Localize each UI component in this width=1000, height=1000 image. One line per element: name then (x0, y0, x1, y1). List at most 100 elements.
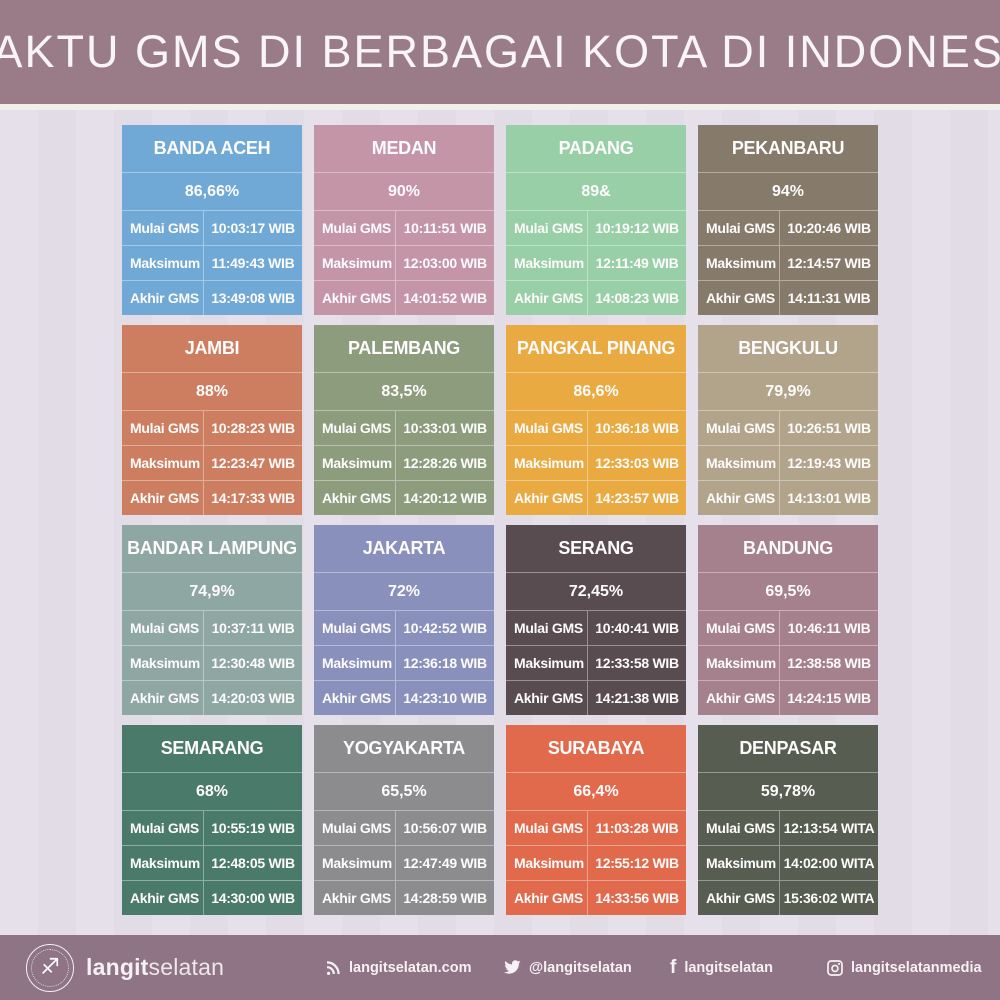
city-name: BANDAR LAMPUNG (122, 525, 302, 573)
akhir-gms-row: Akhir GMS 14:20:12 WIB (314, 481, 494, 515)
akhir-gms-time: 14:24:15 WIB (787, 690, 871, 706)
city-card: JAMBI 88% Mulai GMS 10:28:23 WIB Maksimu… (122, 325, 302, 515)
maksimum-label: Maksimum (122, 446, 204, 480)
maksimum-row: Maksimum 12:19:43 WIB (698, 446, 878, 481)
mulai-gms-label: Mulai GMS (698, 811, 780, 845)
brand-wordmark-light: selatan (148, 954, 225, 980)
maksimum-time: 12:14:57 WIB (787, 255, 871, 271)
maksimum-row: Maksimum 11:49:43 WIB (122, 246, 302, 281)
mulai-gms-time: 10:46:11 WIB (787, 620, 871, 636)
mulai-gms-label: Mulai GMS (506, 611, 588, 645)
twitter-icon (503, 960, 521, 975)
city-grid: BANDA ACEH 86,66% Mulai GMS 10:03:17 WIB… (122, 125, 878, 915)
akhir-gms-time: 14:01:52 WIB (403, 290, 487, 306)
city-card: PEKANBARU 94% Mulai GMS 10:20:46 WIB Mak… (698, 125, 878, 315)
twitter-link[interactable]: @langitselatan (503, 935, 632, 1000)
mulai-gms-row: Mulai GMS 10:42:52 WIB (314, 611, 494, 646)
instagram-link-text: langitselatanmedia (851, 959, 982, 976)
mulai-gms-row: Mulai GMS 10:56:07 WIB (314, 811, 494, 846)
city-name: PANGKAL PINANG (506, 325, 686, 373)
website-link[interactable]: langitselatan.com (325, 935, 471, 1000)
akhir-gms-time: 14:33:56 WIB (595, 890, 679, 906)
maksimum-label: Maksimum (122, 246, 204, 280)
mulai-gms-row: Mulai GMS 11:03:28 WIB (506, 811, 686, 846)
mulai-gms-time: 12:13:54 WITA (783, 820, 875, 836)
mulai-gms-label: Mulai GMS (314, 611, 396, 645)
mulai-gms-row: Mulai GMS 10:33:01 WIB (314, 411, 494, 446)
akhir-gms-time: 14:21:38 WIB (595, 690, 679, 706)
city-name: YOGYAKARTA (314, 725, 494, 773)
city-name: JAMBI (122, 325, 302, 373)
maksimum-label: Maksimum (698, 646, 780, 680)
mulai-gms-row: Mulai GMS 12:13:54 WITA (698, 811, 878, 846)
akhir-gms-row: Akhir GMS 14:28:59 WIB (314, 881, 494, 915)
akhir-gms-row: Akhir GMS 14:17:33 WIB (122, 481, 302, 515)
poster-title: WAKTU GMS DI BERBAGAI KOTA DI INDONESIA (0, 26, 1000, 77)
maksimum-row: Maksimum 12:38:58 WIB (698, 646, 878, 681)
maksimum-time: 12:36:18 WIB (403, 655, 487, 671)
city-card: YOGYAKARTA 65,5% Mulai GMS 10:56:07 WIB … (314, 725, 494, 915)
mulai-gms-label: Mulai GMS (506, 411, 588, 445)
akhir-gms-label: Akhir GMS (698, 281, 780, 315)
akhir-gms-row: Akhir GMS 14:01:52 WIB (314, 281, 494, 315)
poster-header: WAKTU GMS DI BERBAGAI KOTA DI INDONESIA (0, 0, 1000, 104)
facebook-link[interactable]: f langitselatan (670, 935, 773, 1000)
akhir-gms-time: 14:17:33 WIB (211, 490, 295, 506)
mulai-gms-row: Mulai GMS 10:26:51 WIB (698, 411, 878, 446)
city-name: SEMARANG (122, 725, 302, 773)
akhir-gms-time: 14:08:23 WIB (595, 290, 679, 306)
akhir-gms-label: Akhir GMS (122, 881, 204, 915)
obscuration-percentage: 69,5% (698, 573, 878, 611)
maksimum-time: 12:33:03 WIB (595, 455, 679, 471)
mulai-gms-label: Mulai GMS (698, 411, 780, 445)
city-card: PALEMBANG 83,5% Mulai GMS 10:33:01 WIB M… (314, 325, 494, 515)
maksimum-time: 12:30:48 WIB (211, 655, 295, 671)
akhir-gms-time: 14:30:00 WIB (211, 890, 295, 906)
mulai-gms-label: Mulai GMS (698, 211, 780, 245)
instagram-link[interactable]: langitselatanmedia (827, 935, 982, 1000)
akhir-gms-label: Akhir GMS (698, 481, 780, 515)
mulai-gms-time: 10:40:41 WIB (595, 620, 679, 636)
mulai-gms-time: 10:20:46 WIB (787, 220, 871, 236)
mulai-gms-time: 11:03:28 WIB (595, 820, 679, 836)
facebook-icon: f (670, 957, 677, 978)
maksimum-time: 12:23:47 WIB (211, 455, 295, 471)
maksimum-time: 12:28:26 WIB (403, 455, 487, 471)
maksimum-label: Maksimum (506, 646, 588, 680)
akhir-gms-row: Akhir GMS 14:23:10 WIB (314, 681, 494, 715)
mulai-gms-row: Mulai GMS 10:40:41 WIB (506, 611, 686, 646)
twitter-link-text: @langitselatan (529, 959, 632, 976)
mulai-gms-time: 10:26:51 WIB (787, 420, 871, 436)
akhir-gms-row: Akhir GMS 13:49:08 WIB (122, 281, 302, 315)
mulai-gms-label: Mulai GMS (122, 611, 204, 645)
mulai-gms-label: Mulai GMS (506, 211, 588, 245)
akhir-gms-row: Akhir GMS 14:08:23 WIB (506, 281, 686, 315)
city-card: BENGKULU 79,9% Mulai GMS 10:26:51 WIB Ma… (698, 325, 878, 515)
maksimum-time: 12:48:05 WIB (211, 855, 295, 871)
akhir-gms-time: 14:20:12 WIB (403, 490, 487, 506)
city-name: SURABAYA (506, 725, 686, 773)
akhir-gms-row: Akhir GMS 14:33:56 WIB (506, 881, 686, 915)
mulai-gms-time: 10:56:07 WIB (403, 820, 487, 836)
akhir-gms-label: Akhir GMS (506, 281, 588, 315)
maksimum-time: 11:49:43 WIB (211, 255, 295, 271)
mulai-gms-label: Mulai GMS (122, 211, 204, 245)
maksimum-row: Maksimum 12:03:00 WIB (314, 246, 494, 281)
brand-wordmark-bold: langit (86, 954, 149, 980)
mulai-gms-time: 10:42:52 WIB (403, 620, 487, 636)
city-name: BENGKULU (698, 325, 878, 373)
maksimum-time: 12:03:00 WIB (403, 255, 487, 271)
city-name: BANDA ACEH (122, 125, 302, 173)
mulai-gms-row: Mulai GMS 10:03:17 WIB (122, 211, 302, 246)
mulai-gms-row: Mulai GMS 10:55:19 WIB (122, 811, 302, 846)
mulai-gms-label: Mulai GMS (314, 811, 396, 845)
mulai-gms-time: 10:11:51 WIB (403, 220, 487, 236)
obscuration-percentage: 86,6% (506, 373, 686, 411)
city-card: PADANG 89& Mulai GMS 10:19:12 WIB Maksim… (506, 125, 686, 315)
maksimum-time: 12:33:58 WIB (595, 655, 679, 671)
maksimum-time: 12:55:12 WIB (595, 855, 679, 871)
maksimum-row: Maksimum 12:55:12 WIB (506, 846, 686, 881)
akhir-gms-label: Akhir GMS (698, 681, 780, 715)
city-name: PADANG (506, 125, 686, 173)
maksimum-label: Maksimum (698, 446, 780, 480)
